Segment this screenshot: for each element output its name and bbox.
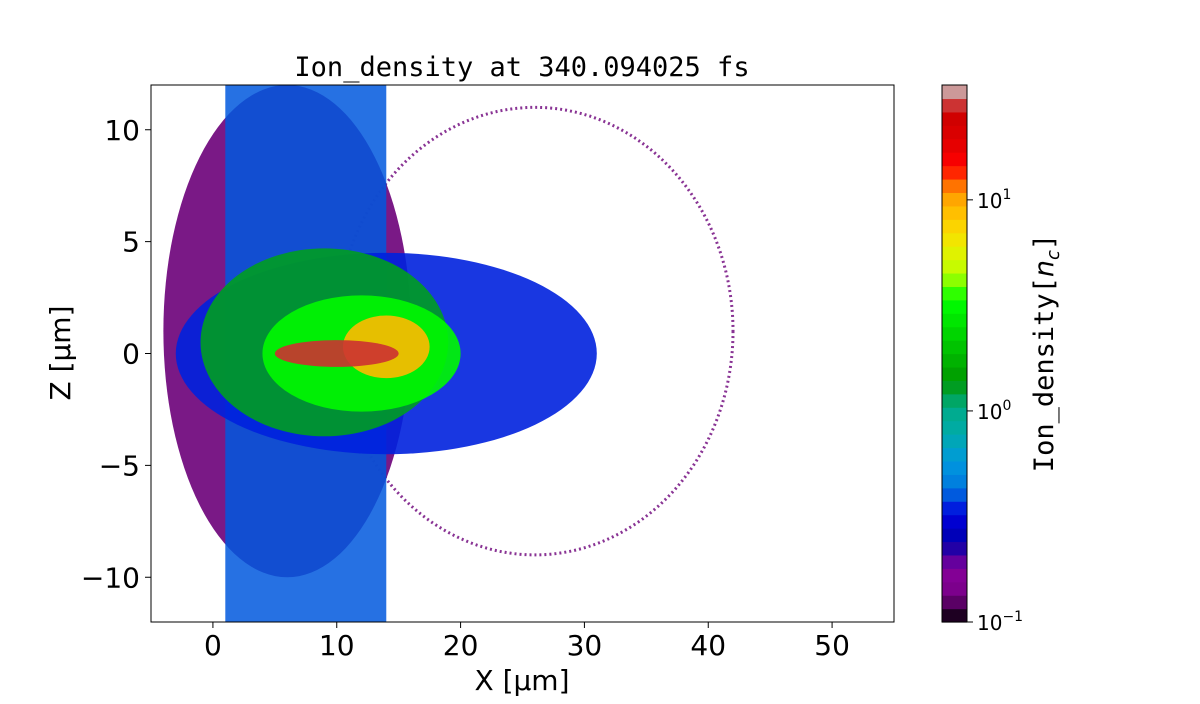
colorbar-frame [941, 84, 968, 623]
colorbar-segment [942, 178, 967, 193]
colorbar-segment [942, 460, 967, 475]
colorbar-segment [942, 85, 967, 100]
colorbar-segment [942, 407, 967, 422]
x-tick-label: 50 [814, 629, 850, 662]
y-axis-label: Z [μm] [44, 305, 77, 400]
colorbar-label-symbol: n [1029, 260, 1060, 277]
colorbar-segment [942, 192, 967, 207]
colorbar-segment [942, 232, 967, 247]
y-axis: −10 −5 0 5 10 [81, 114, 151, 594]
x-tick-label: 20 [443, 629, 479, 662]
colorbar-segment [942, 514, 967, 529]
colorbar-segment [942, 501, 967, 516]
x-tick-label: 0 [204, 629, 222, 662]
colorbar-tick-label: 100 [977, 398, 1011, 424]
colorbar-segment [942, 340, 967, 355]
colorbar-segment [942, 246, 967, 261]
chart-title: Ion_density at 340.094025 fs [294, 52, 749, 83]
colorbar-segment [942, 152, 967, 167]
colorbar-tick-label: 10−1 [977, 609, 1023, 635]
colorbar-segment [942, 219, 967, 234]
colorbar-segment [942, 554, 967, 569]
colorbar-segment [942, 98, 967, 113]
x-tick-label: 40 [690, 629, 726, 662]
colorbar [941, 84, 968, 623]
x-tick-label: 10 [319, 629, 355, 662]
x-axis-label: X [μm] [474, 664, 569, 697]
colorbar-segment [942, 259, 967, 274]
colorbar-segment [942, 487, 967, 502]
colorbar-segment [942, 447, 967, 462]
colorbar-segment [942, 353, 967, 368]
colorbar-segment [942, 286, 967, 301]
colorbar-label: Ion_density[nc] [1029, 234, 1064, 472]
colorbar-segment [942, 528, 967, 543]
colorbar-segment [942, 581, 967, 596]
y-tick-label: 0 [122, 338, 140, 371]
colorbar-label-subscript: c [1043, 250, 1064, 260]
colorbar-segment [942, 165, 967, 180]
colorbar-segment [942, 125, 967, 140]
density-map [163, 85, 735, 622]
colorbar-segment [942, 541, 967, 556]
colorbar-segment [942, 474, 967, 489]
y-tick-label: −5 [99, 449, 140, 482]
y-tick-label: −10 [81, 561, 140, 594]
colorbar-segment [942, 326, 967, 341]
colorbar-segment [942, 393, 967, 408]
colorbar-segment [942, 434, 967, 449]
y-tick-label: 10 [104, 114, 140, 147]
colorbar-segment [942, 568, 967, 583]
colorbar-segment [942, 272, 967, 287]
colorbar-segment [942, 111, 967, 126]
y-tick-label: 5 [122, 226, 140, 259]
colorbar-segment [942, 205, 967, 220]
density-shell [335, 105, 735, 557]
colorbar-segment [942, 380, 967, 395]
colorbar-segment [942, 595, 967, 610]
colorbar-label-close: ] [1029, 234, 1060, 250]
colorbar-segment [942, 299, 967, 314]
x-axis: 0 10 20 30 40 50 [204, 622, 850, 662]
colorbar-segment [942, 138, 967, 153]
colorbar-label-main: Ion_density[ [1029, 277, 1060, 472]
colorbar-segment [942, 366, 967, 381]
x-tick-label: 30 [567, 629, 603, 662]
colorbar-segment [942, 313, 967, 328]
colorbar-segment [942, 608, 967, 623]
density-region-6 [274, 340, 399, 367]
colorbar-axis: 10−1 100 101 [967, 187, 1023, 635]
colorbar-segment [942, 420, 967, 435]
colorbar-tick-label: 101 [977, 187, 1011, 213]
